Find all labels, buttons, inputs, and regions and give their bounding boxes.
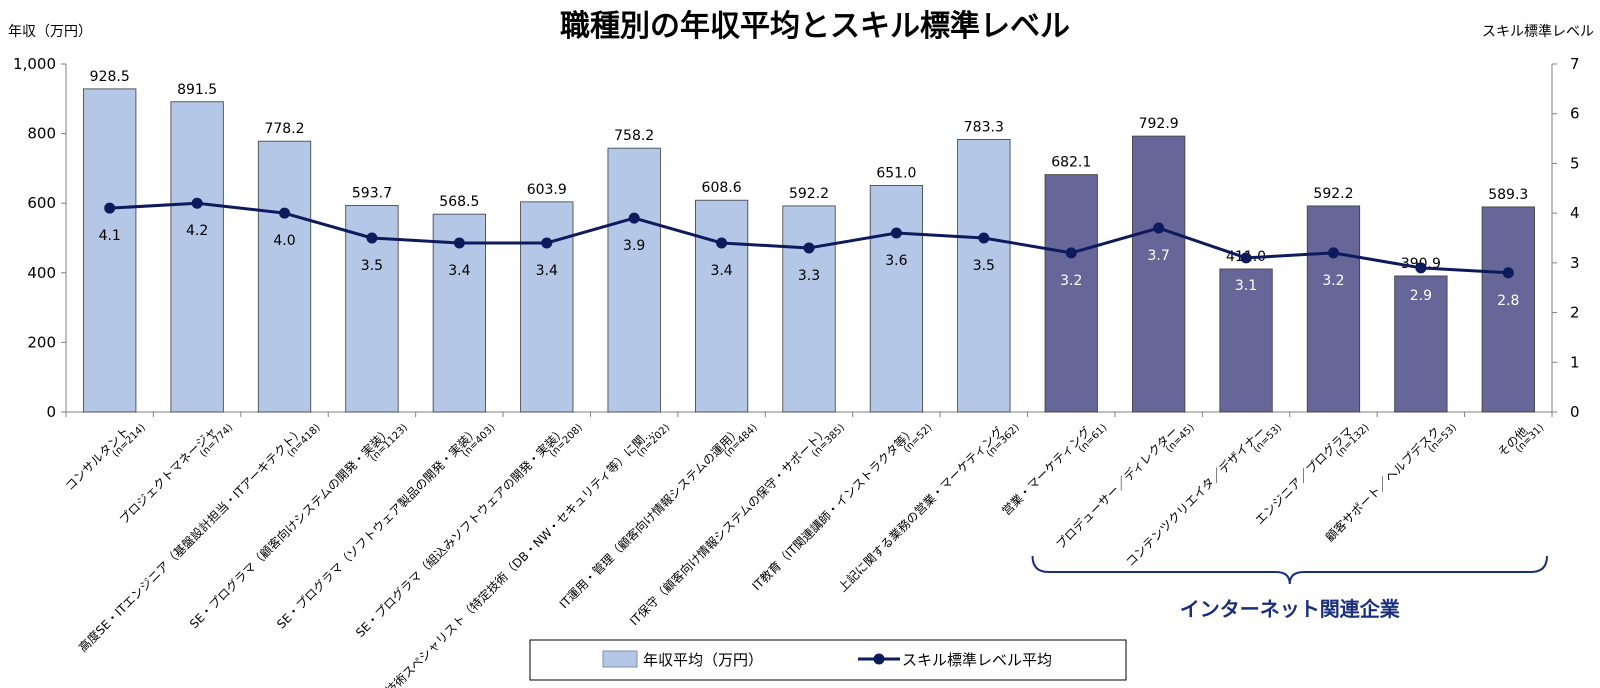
skill-level-point — [279, 207, 291, 219]
bar — [694, 199, 749, 413]
skill-level-label: 3.2 — [1322, 273, 1344, 289]
y2-tick-label: 6 — [1570, 105, 1580, 123]
legend: 年収平均（万円） スキル標準レベル平均 — [529, 639, 1127, 681]
bar-value-label: 589.3 — [1488, 187, 1528, 203]
skill-level-label: 3.3 — [798, 268, 820, 284]
skill-level-point — [716, 237, 728, 249]
skill-level-label: 3.6 — [885, 253, 907, 269]
skill-level-point — [978, 232, 990, 244]
skill-level-point — [104, 202, 116, 214]
skill-level-point — [191, 197, 203, 209]
bar-value-label: 568.5 — [439, 194, 479, 210]
bar — [520, 201, 574, 413]
category-label: SE・プログラマ（組込みソフトウェアの開発・実装） — [352, 424, 569, 641]
bar-value-label: 928.5 — [90, 69, 130, 85]
bar-value-label: 682.1 — [1051, 155, 1091, 171]
skill-level-label: 4.1 — [99, 228, 121, 244]
skill-level-label: 3.4 — [710, 263, 732, 279]
skill-level-point — [1502, 267, 1514, 279]
skill-level-label: 3.7 — [1148, 248, 1170, 264]
skill-level-point — [803, 242, 815, 254]
skill-level-label: 3.9 — [623, 238, 645, 254]
y-tick-label: 1,000 — [13, 55, 56, 73]
skill-level-point — [541, 237, 553, 249]
y-tick-label: 600 — [27, 194, 56, 212]
bar — [1219, 268, 1273, 413]
bar-value-label: 603.9 — [527, 182, 567, 198]
y-tick-label: 400 — [27, 264, 56, 282]
category-label: コンサルタント — [63, 424, 132, 493]
category-label: 上記に関する業務の営業・マーケティング — [835, 424, 1006, 595]
bar — [1394, 275, 1448, 413]
bar — [170, 101, 224, 413]
bar-value-label: 608.6 — [702, 180, 742, 196]
y2-tick-label: 2 — [1570, 304, 1580, 322]
bar — [1306, 205, 1361, 413]
skill-level-label: 2.8 — [1497, 293, 1519, 309]
bar — [1132, 135, 1186, 413]
bar-value-label: 592.2 — [1313, 186, 1353, 202]
y2-tick-label: 1 — [1570, 353, 1580, 371]
bar-value-label: 778.2 — [264, 121, 304, 137]
skill-level-label: 4.0 — [273, 233, 295, 249]
legend-label-bar: 年収平均（万円） — [643, 651, 763, 669]
bar-value-label: 783.3 — [964, 119, 1004, 135]
bar-value-label: 792.9 — [1139, 116, 1179, 132]
skill-level-point — [628, 212, 640, 224]
category-label: コンテンツクリエイタ／デザイナー — [1122, 424, 1268, 570]
skill-level-point — [1327, 247, 1339, 259]
group-label: インターネット関連企業 — [1180, 597, 1401, 621]
skill-level-label: 3.5 — [361, 258, 383, 274]
y-tick-label: 800 — [27, 125, 56, 143]
skill-level-label: 3.4 — [448, 263, 470, 279]
bar — [607, 147, 661, 413]
bar-value-label: 758.2 — [614, 128, 654, 144]
bar — [83, 88, 137, 413]
bar-value-label: 891.5 — [177, 82, 217, 98]
skill-level-label: 3.5 — [973, 258, 995, 274]
y2-tick-label: 4 — [1570, 204, 1580, 222]
chart-title: 職種別の年収平均とスキル標準レベル — [560, 9, 1070, 44]
bar — [957, 139, 1011, 413]
y2-tick-label: 5 — [1570, 154, 1580, 172]
legend-swatch-marker — [873, 653, 885, 665]
skill-level-point — [890, 227, 902, 239]
bar — [257, 140, 312, 413]
bar — [1481, 206, 1535, 413]
y-tick-label: 200 — [27, 333, 56, 351]
bar — [869, 185, 924, 413]
skill-level-point — [366, 232, 378, 244]
group-bracket — [1031, 555, 1548, 585]
skill-level-point — [453, 237, 465, 249]
bar — [1044, 174, 1098, 413]
skill-level-point — [1240, 252, 1252, 264]
skill-level-label: 2.9 — [1410, 288, 1432, 304]
y2-tick-label: 0 — [1570, 403, 1580, 421]
skill-level-label: 3.1 — [1235, 278, 1257, 294]
skill-level-point — [1415, 262, 1427, 274]
skill-level-label: 3.2 — [1060, 273, 1082, 289]
y-tick-label: 0 — [46, 403, 56, 421]
category-label: IT教育（IT関連講師・インストラクタ等） — [749, 424, 919, 594]
bar-value-label: 592.2 — [789, 186, 829, 202]
y2-tick-label: 3 — [1570, 254, 1580, 272]
y-axis-title: 年収（万円） — [8, 24, 92, 40]
legend-label-line: スキル標準レベル平均 — [902, 651, 1052, 669]
legend-swatch-bar — [602, 650, 638, 668]
y2-tick-label: 7 — [1570, 55, 1580, 73]
skill-level-label: 3.4 — [536, 263, 558, 279]
bar-value-label: 651.0 — [876, 165, 916, 181]
bar — [782, 205, 836, 413]
skill-level-point — [1065, 247, 1077, 259]
bar-value-label: 593.7 — [352, 185, 392, 201]
y2-axis-title: スキル標準レベル — [1482, 24, 1594, 40]
skill-level-point — [1153, 222, 1165, 234]
skill-level-label: 4.2 — [186, 223, 208, 239]
plot-area: 0 200 400 600 800 1,000 0 1 2 3 4 5 6 7 928.5 891.5 778.… — [13, 55, 1580, 688]
